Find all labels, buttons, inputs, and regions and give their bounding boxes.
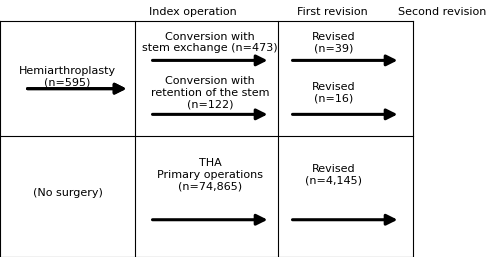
Text: Hemiarthroplasty
(n=595): Hemiarthroplasty (n=595) — [19, 66, 116, 88]
Text: (No surgery): (No surgery) — [32, 188, 102, 198]
Text: First revision: First revision — [297, 7, 368, 16]
Text: Revised
(n=4,145): Revised (n=4,145) — [306, 164, 362, 186]
Text: THA
Primary operations
(n=74,865): THA Primary operations (n=74,865) — [157, 158, 263, 191]
Text: Revised
(n=16): Revised (n=16) — [312, 82, 356, 103]
Text: Second revision: Second revision — [398, 7, 486, 16]
Text: Conversion with
retention of the stem
(n=122): Conversion with retention of the stem (n… — [151, 76, 269, 109]
Text: Conversion with
stem exchange (n=473): Conversion with stem exchange (n=473) — [142, 32, 278, 53]
Text: Index operation: Index operation — [148, 7, 236, 16]
Text: Revised
(n=39): Revised (n=39) — [312, 32, 356, 53]
